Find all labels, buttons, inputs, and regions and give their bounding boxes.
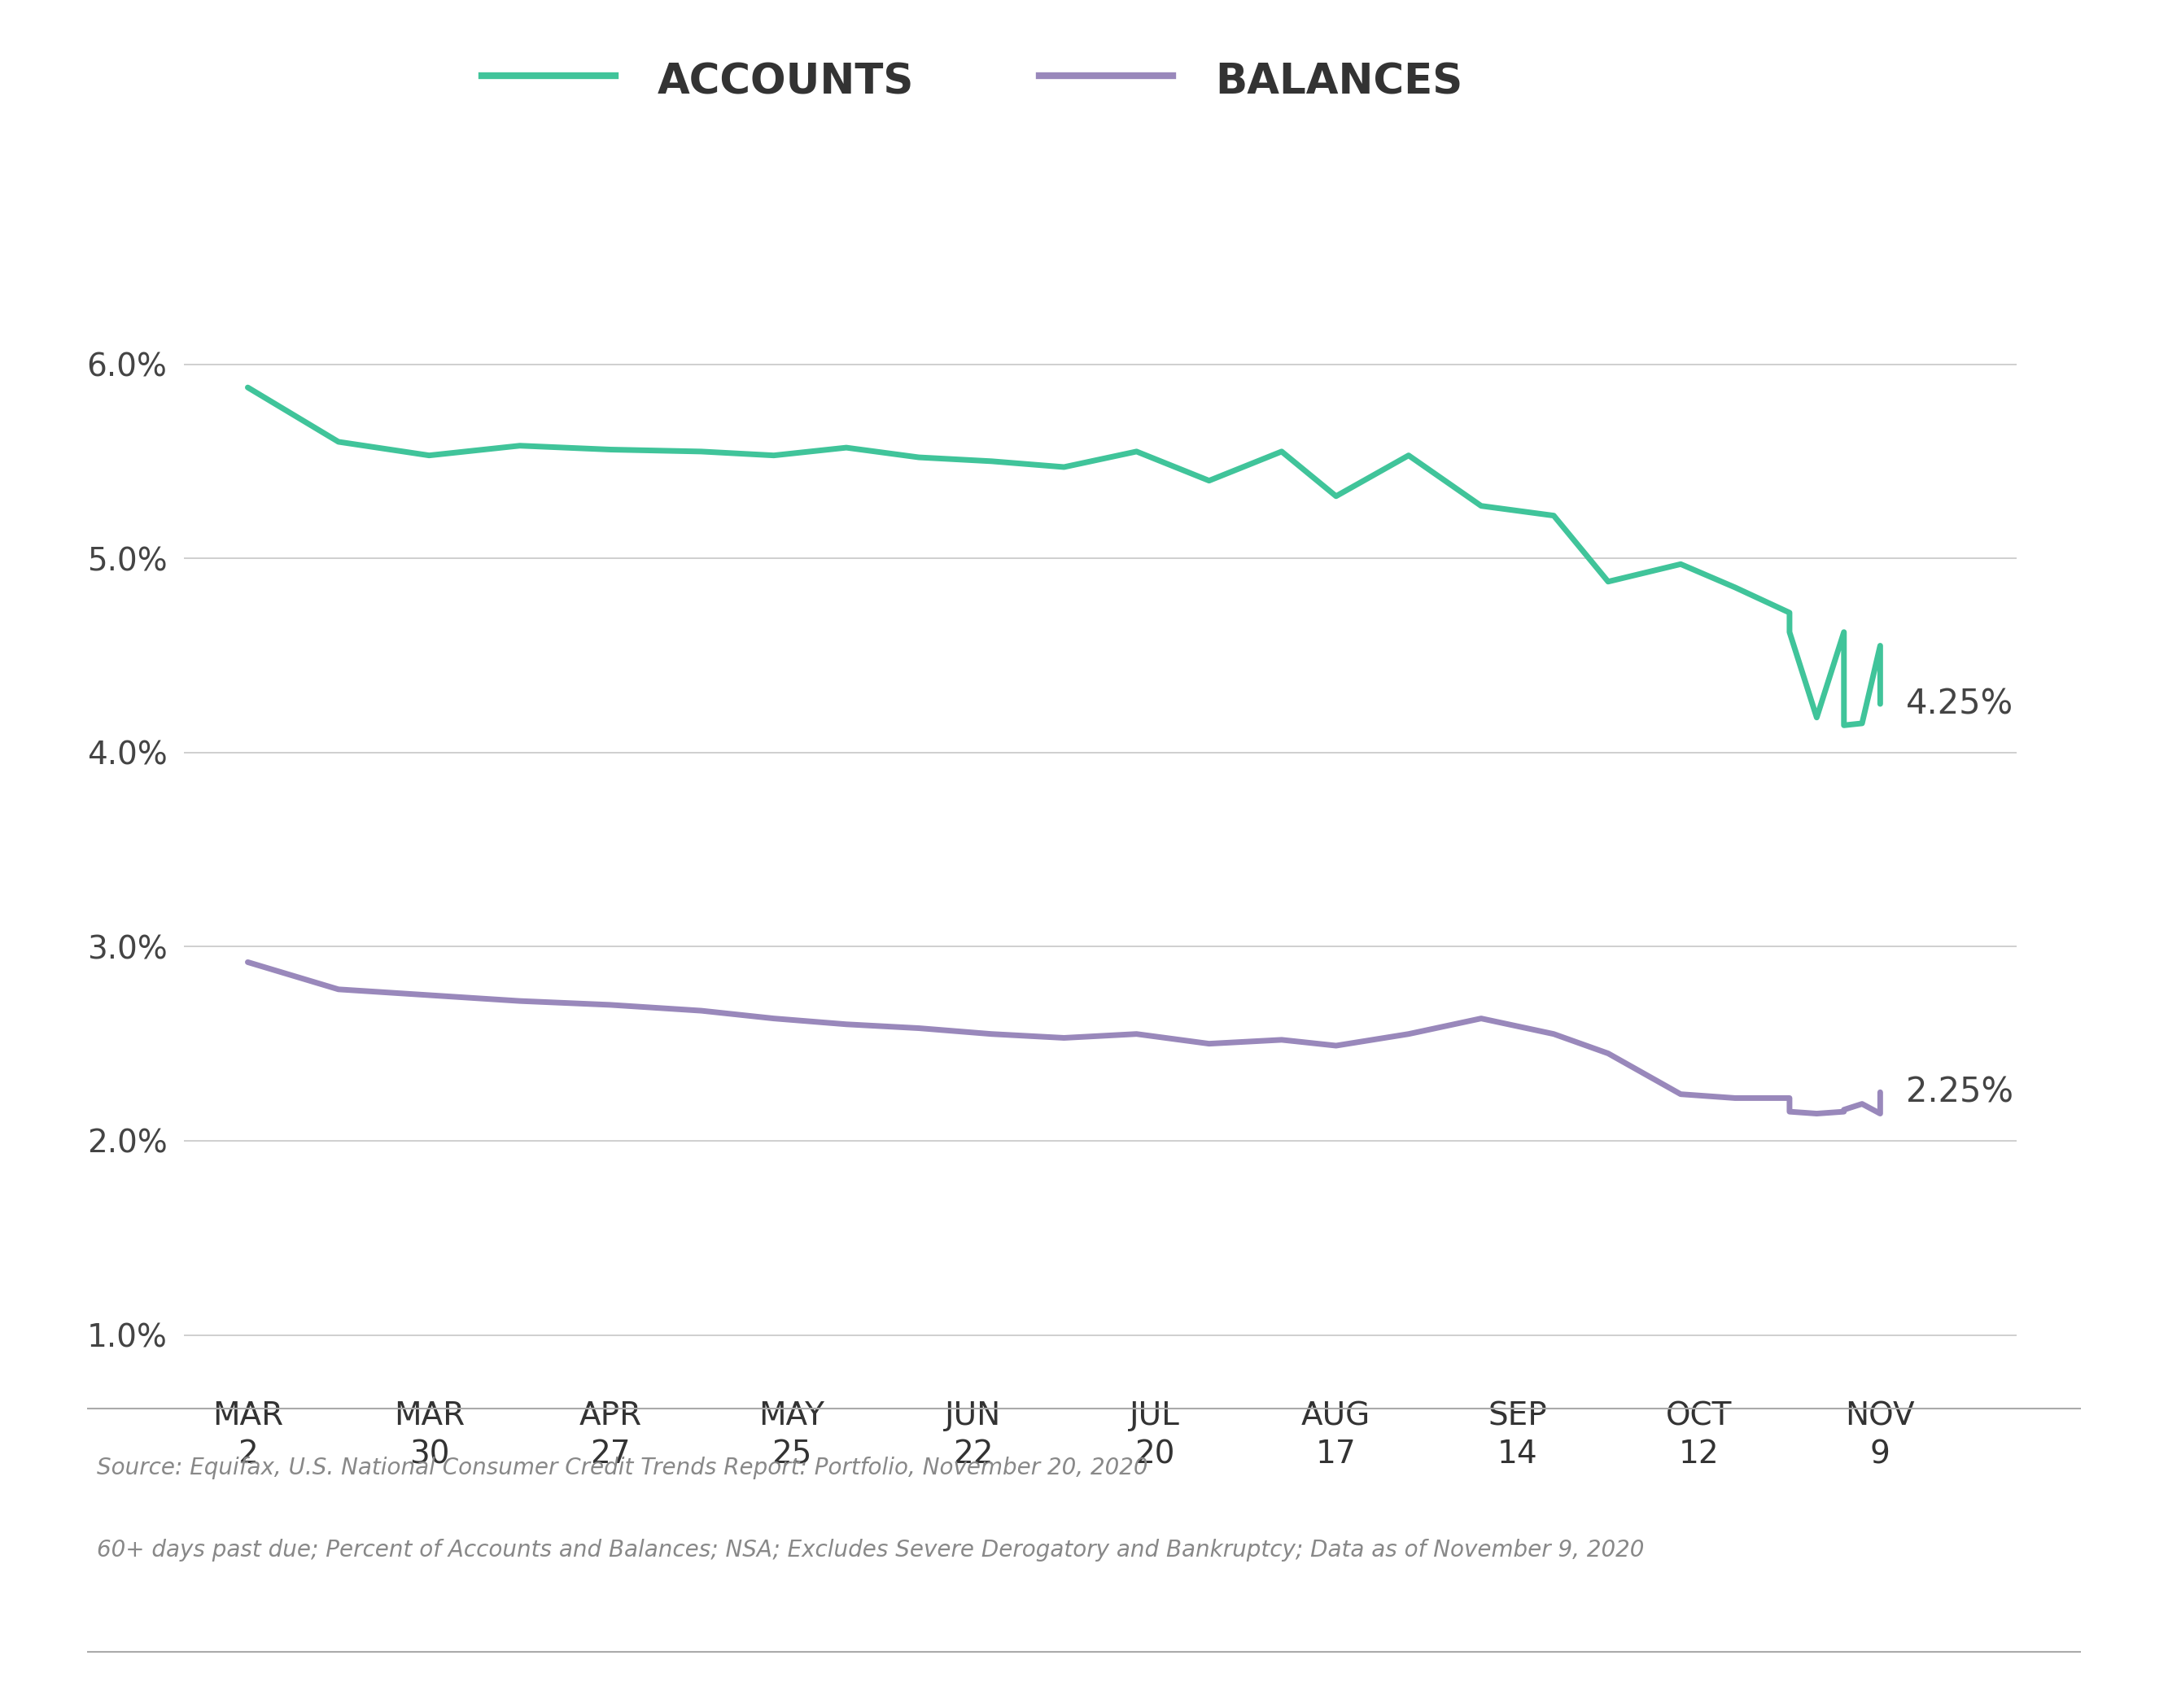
Text: PERSONAL LOAN SEVERE DELINQUENCY RATE: PERSONAL LOAN SEVERE DELINQUENCY RATE <box>82 75 1758 138</box>
Text: Source: Equifax, U.S. National Consumer Credit Trends Report: Portfolio, Novembe: Source: Equifax, U.S. National Consumer … <box>98 1457 1147 1479</box>
Text: 4.25%: 4.25% <box>1906 687 2014 721</box>
Text: 2.25%: 2.25% <box>1906 1074 2014 1108</box>
Text: 60+ days past due; Percent of Accounts and Balances; NSA; Excludes Severe Deroga: 60+ days past due; Percent of Accounts a… <box>98 1539 1643 1561</box>
Legend: ACCOUNTS, BALANCES: ACCOUNTS, BALANCES <box>464 41 1479 120</box>
